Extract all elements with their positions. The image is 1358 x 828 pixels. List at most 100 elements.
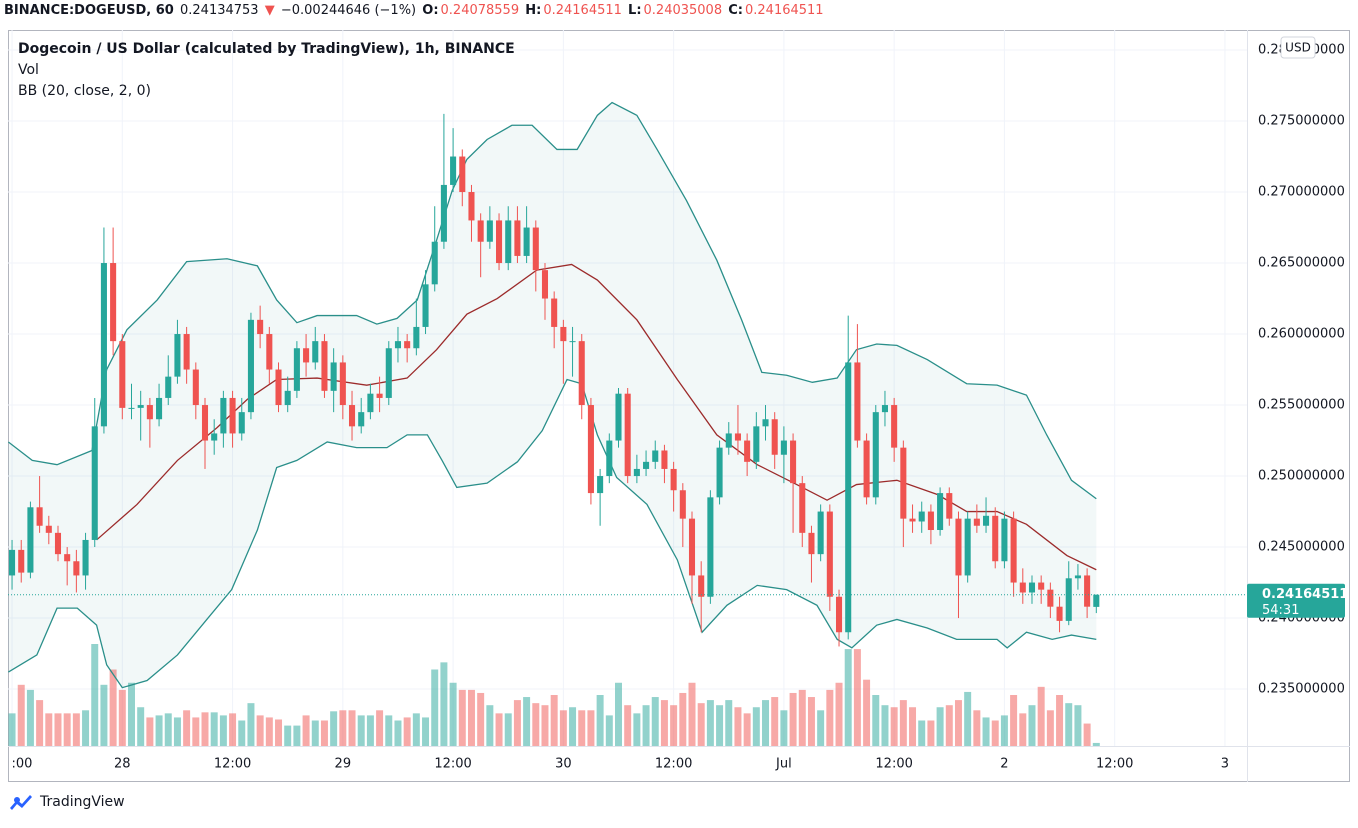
x-tick-label: Jul: [775, 757, 792, 772]
candle-body: [91, 426, 98, 540]
volume-bar: [82, 710, 90, 746]
y-tick-label: 0.260000000: [1258, 327, 1345, 342]
candle-body: [670, 468, 677, 491]
volume-bar: [36, 700, 44, 746]
volume-bar: [477, 692, 485, 746]
x-tick-label: 12:00: [214, 757, 251, 772]
candle-body: [156, 397, 163, 420]
volume-bar: [504, 713, 512, 746]
candle-body: [1047, 589, 1054, 607]
volume-bar: [495, 713, 503, 746]
band-fill: [8, 102, 1097, 688]
volume-bar: [164, 713, 172, 746]
volume-bar: [431, 669, 439, 746]
candle-body: [146, 405, 153, 420]
volume-bar: [853, 649, 861, 746]
y-tick-label: 0.265000000: [1258, 256, 1345, 271]
candle-body: [734, 433, 741, 441]
volume-bar: [412, 713, 420, 746]
candle-body: [937, 493, 944, 531]
volume-bar: [807, 697, 815, 746]
candle-body: [137, 405, 144, 408]
volume-bar: [275, 719, 283, 746]
volume-bar: [1037, 686, 1045, 746]
volume-bar: [339, 710, 347, 746]
c-value: 0.24164511: [745, 3, 824, 18]
candle-body: [1010, 518, 1017, 583]
volume-bar: [109, 669, 117, 746]
volume-bar: [1046, 710, 1054, 746]
candle-body: [946, 493, 953, 519]
candle-body: [339, 362, 346, 406]
volume-bar: [284, 725, 292, 746]
candle-body: [431, 241, 438, 285]
candle-body: [1074, 575, 1081, 579]
volume-bar: [523, 697, 531, 746]
candle-body: [514, 220, 521, 256]
candle-body: [624, 393, 631, 477]
candle-body: [597, 476, 604, 494]
candle-body: [1019, 582, 1026, 593]
x-tick-label: 28: [114, 757, 131, 772]
change: −0.00244646 (−1%): [280, 3, 417, 18]
candle-body: [257, 319, 264, 335]
candle-body: [964, 518, 971, 576]
candle-body: [790, 440, 797, 484]
volume-bar: [670, 705, 678, 746]
volume-bar: [155, 715, 163, 746]
volume-bar: [716, 705, 724, 746]
volume-bar: [1065, 703, 1073, 746]
volume-bar: [651, 697, 659, 746]
candle-body: [541, 270, 549, 299]
candle-body: [303, 348, 310, 363]
volume-bar: [128, 682, 135, 746]
volume-bar: [798, 689, 806, 746]
candle-body: [587, 405, 594, 494]
volume-bar: [265, 717, 273, 746]
volume-bar: [780, 710, 788, 746]
last-price-label: 0.24164511: [1262, 587, 1348, 602]
candle-body: [891, 405, 898, 448]
volume-bar: [8, 713, 16, 746]
volume-bar: [330, 711, 338, 746]
candle-body: [799, 483, 806, 533]
candle-body: [36, 507, 43, 526]
y-tick-label: 0.235000000: [1258, 682, 1345, 697]
volume-bar: [945, 705, 953, 746]
volume-bar: [320, 720, 328, 746]
volume-bar: [1083, 723, 1091, 746]
volume-bar: [1074, 705, 1082, 746]
candle-body: [1056, 606, 1063, 621]
volume-bar: [26, 689, 34, 746]
volume-bar: [219, 715, 227, 746]
volume-bar: [394, 720, 402, 746]
volume-bar: [688, 682, 696, 746]
volume-bar: [348, 710, 356, 746]
volume-bar: [54, 713, 62, 746]
candle-body: [845, 362, 852, 633]
candle-body: [688, 518, 696, 576]
candle-body: [385, 348, 392, 398]
candle-body: [854, 362, 861, 441]
x-tick-label: 2: [1000, 757, 1008, 772]
volume-bar: [17, 684, 25, 746]
candle-body: [826, 511, 833, 597]
volume-bar: [486, 705, 494, 746]
candle-body: [128, 407, 135, 409]
volume-bar: [863, 679, 871, 746]
candle-body: [606, 440, 613, 477]
candle-body: [909, 518, 916, 522]
volume-bar: [964, 691, 972, 746]
candle-body: [992, 515, 999, 562]
volume-bar: [743, 713, 751, 746]
volume-bar: [936, 707, 944, 746]
l-label: L:: [628, 3, 642, 18]
volume-bar: [624, 705, 632, 746]
candle-body: [376, 393, 383, 398]
candle-body: [73, 561, 80, 576]
candle-body: [119, 341, 126, 408]
h-value: 0.24164511: [543, 3, 622, 18]
currency-box: [1280, 36, 1316, 59]
candle-body: [358, 412, 365, 427]
volume-bar: [835, 682, 843, 746]
